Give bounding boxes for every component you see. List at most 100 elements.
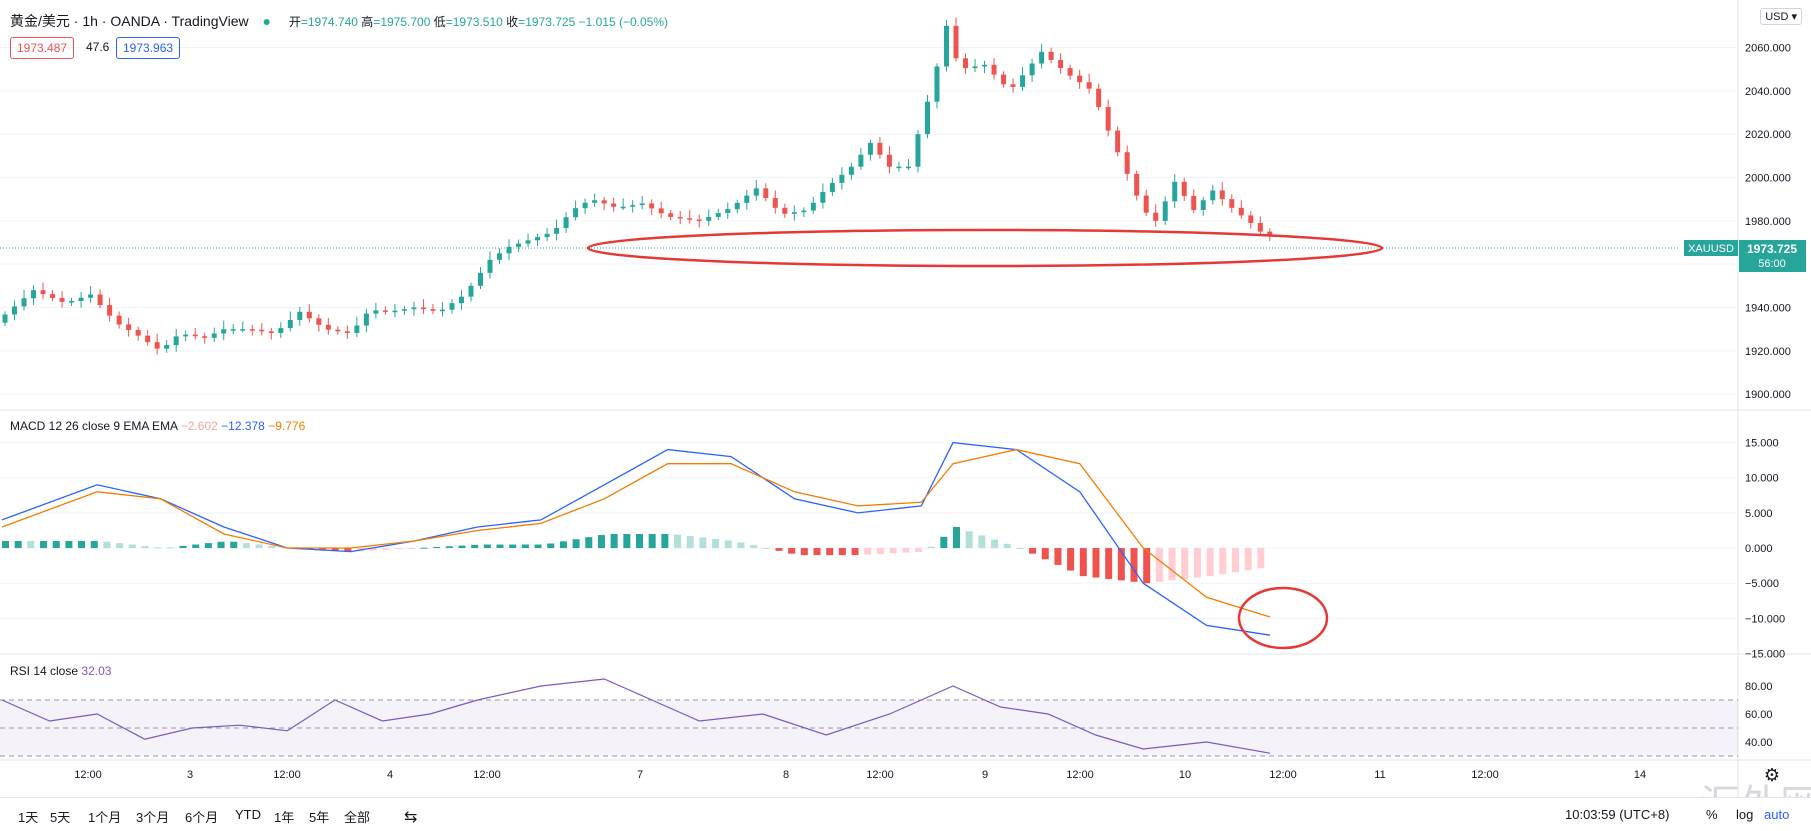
candle-body [373, 310, 379, 314]
rsi-tick: 80.00 [1745, 681, 1773, 693]
candle-body [278, 328, 284, 333]
macd-bar [116, 543, 124, 549]
candle-body [78, 297, 84, 301]
time-tick: 14 [1634, 769, 1646, 781]
candle-body [1001, 74, 1007, 85]
macd-bar [902, 548, 910, 553]
candle-body [753, 188, 759, 196]
macd-bar [1054, 548, 1062, 565]
date-range-icon[interactable]: ⇆ [404, 809, 418, 826]
macd-bar [559, 541, 567, 549]
candle-body [1238, 207, 1244, 216]
macd-bar [914, 548, 922, 552]
candle-body [126, 324, 132, 330]
macd-bar [242, 543, 250, 549]
macd-bar [230, 541, 238, 549]
candle-body [953, 25, 959, 59]
candle-body [31, 290, 37, 299]
candle-body [249, 329, 255, 331]
macd-bar [166, 547, 174, 549]
candle-body [924, 101, 930, 135]
candle-body [963, 58, 969, 69]
candle-body [582, 202, 588, 209]
macd-tick: 5.000 [1745, 508, 1773, 520]
candle-body [601, 200, 607, 204]
candle-body [202, 336, 208, 338]
candle-body [1143, 195, 1149, 213]
ask-price[interactable]: 1973.963 [116, 37, 181, 59]
macd-bar [1143, 548, 1151, 584]
candle-body [401, 309, 407, 311]
macd-bar [204, 543, 212, 549]
macd-bar [78, 541, 86, 549]
rsi-legend[interactable]: RSI 14 close 32.03 [10, 664, 112, 678]
candle-body [630, 205, 636, 207]
candle-body [772, 198, 778, 208]
candle-body [221, 329, 227, 334]
timeframe-7[interactable]: 5年 [309, 810, 330, 825]
candle-body [934, 66, 940, 102]
candle-body [592, 200, 598, 203]
symbol-header: 黄金/美元 · 1h · OANDA · TradingView ● 开=197… [10, 11, 668, 31]
candle-body [411, 307, 417, 310]
percent-toggle[interactable]: % [1706, 807, 1718, 822]
macd-bar [1244, 548, 1252, 571]
candle-body [2, 314, 8, 323]
price-tick: 2060.000 [1745, 43, 1791, 55]
symbol-tag-label: XAUUSD [1688, 243, 1734, 255]
candle-body [97, 294, 103, 306]
candle-body [1162, 201, 1168, 221]
candle-body [1248, 215, 1254, 223]
macd-bar [712, 538, 720, 549]
currency-select[interactable]: USD ▾ [1760, 8, 1802, 25]
candle-body [877, 142, 883, 155]
macd-bar [14, 541, 22, 549]
candle-body [107, 305, 113, 316]
watermark: 汇外网 [1700, 783, 1811, 797]
candle-body [943, 25, 949, 67]
macd-bar [192, 544, 200, 549]
macd-bar [2, 541, 9, 549]
candle-body [1229, 199, 1235, 208]
candle-body [1029, 63, 1035, 76]
candle-body [1200, 200, 1206, 210]
macd-legend[interactable]: MACD 12 26 close 9 EMA EMA −2.602 −12.37… [10, 419, 306, 433]
candle-body [801, 210, 807, 213]
auto-toggle[interactable]: auto [1764, 807, 1790, 822]
timeframe-6[interactable]: 1年 [274, 810, 295, 825]
timeframe-2[interactable]: 1个月 [88, 810, 122, 825]
macd-tick: 0.000 [1745, 543, 1773, 555]
timeframe-5[interactable]: YTD [235, 807, 261, 822]
timeframe-4[interactable]: 6个月 [185, 810, 219, 825]
log-toggle[interactable]: log [1736, 807, 1754, 822]
gear-icon[interactable]: ⚙ [1764, 765, 1780, 785]
macd-tick: 15.000 [1745, 438, 1779, 450]
candle-body [848, 166, 854, 175]
timeframe-0[interactable]: 1天 [18, 810, 39, 825]
macd-bar [1067, 548, 1075, 571]
candle-body [1267, 231, 1273, 235]
macd-bar [737, 542, 745, 549]
candle-body [810, 202, 816, 211]
timeframe-8[interactable]: 全部 [344, 810, 371, 825]
macd-bar [1041, 548, 1049, 560]
macd-bar [471, 544, 479, 549]
candle-body [1039, 51, 1045, 64]
price-tick: 2020.000 [1745, 129, 1791, 141]
timeframe-3[interactable]: 3个月 [136, 810, 170, 825]
bid-price[interactable]: 1973.487 [10, 37, 75, 59]
candle-body [335, 329, 341, 332]
timeframe-1[interactable]: 5天 [50, 810, 71, 825]
candle-body [344, 331, 350, 333]
macd-bar [1029, 548, 1037, 554]
candle-body [991, 64, 997, 75]
macd-bar [90, 541, 98, 549]
candle-body [1096, 88, 1102, 108]
macd-tick: 10.000 [1745, 473, 1779, 485]
price-tag [1739, 240, 1806, 272]
macd-bar [1219, 548, 1227, 575]
macd-bar [1181, 548, 1189, 579]
time-tick: 12:00 [1269, 769, 1297, 781]
chart-canvas[interactable]: 1900.0001920.0001940.0001960.0001980.000… [0, 0, 1811, 797]
time-tick: 7 [637, 769, 643, 781]
